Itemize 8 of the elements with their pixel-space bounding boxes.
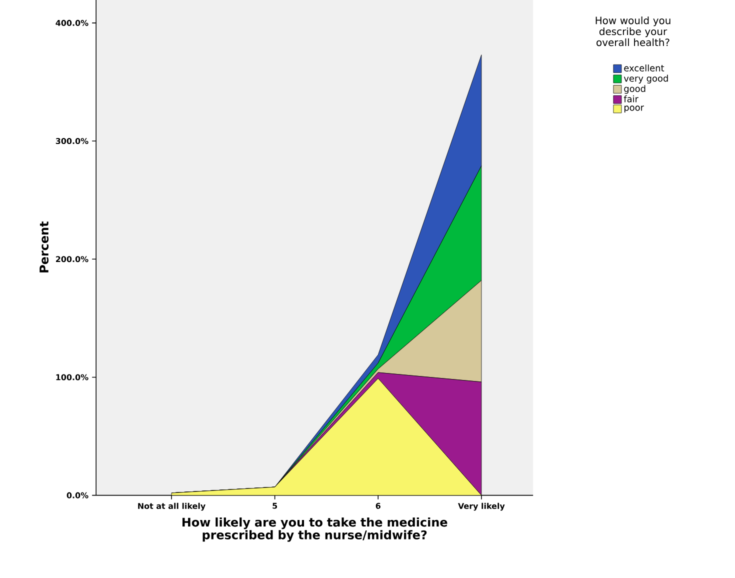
legend-title: How would you describe your overall health? <box>596 16 670 46</box>
legend-label: good <box>624 85 646 94</box>
y-axis-title: Percent <box>40 222 49 272</box>
legend-label: fair <box>624 95 638 102</box>
x-axis-title: How likely are you to take the medicine prescribed by the nurse/midwife? <box>182 517 448 542</box>
legend-label: very good <box>624 74 668 84</box>
legend-label: excellent <box>624 64 664 72</box>
legend-label: poor <box>624 106 644 113</box>
